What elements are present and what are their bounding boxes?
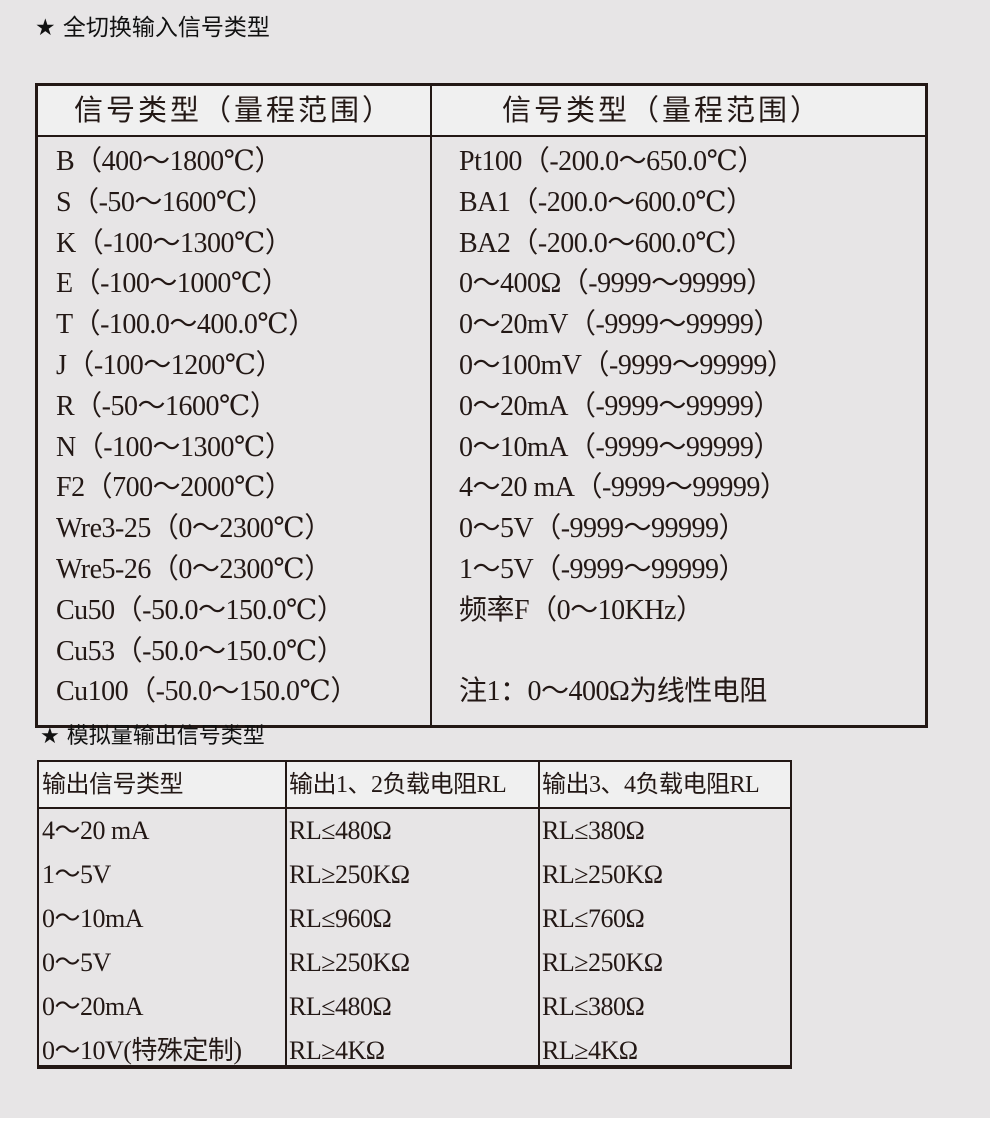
table-header-row bbox=[39, 762, 790, 809]
table-cell: 频率F（0～10KHz） bbox=[459, 594, 704, 626]
table-cell: Cu100（-50.0～150.0℃） bbox=[56, 676, 358, 708]
output-type-column: 4～20 mA 1～5V 0～10mA 0～5V 0～20mA 0～10V(特殊定制) bbox=[42, 809, 242, 1073]
column-divider bbox=[285, 762, 287, 1065]
table-cell: Cu50（-50.0～150.0℃） bbox=[56, 594, 345, 626]
table-cell: 4～20 mA bbox=[42, 816, 150, 845]
input-signal-table: 信号类型（量程范围） 信号类型（量程范围） B（400～1800℃） S（-50～… bbox=[35, 83, 928, 728]
table-cell: 0～20mA（-9999～99999） bbox=[459, 390, 781, 422]
header-col-2: 输出1、2负载电阻RL bbox=[289, 772, 507, 798]
table-cell: BA2（-200.0～600.0℃） bbox=[459, 227, 754, 259]
header-left: 信号类型（量程范围） bbox=[73, 95, 394, 127]
table-cell: 0～20mV（-9999～99999） bbox=[459, 309, 781, 341]
table-cell bbox=[459, 632, 794, 673]
table-cell: 0～10mA bbox=[42, 904, 144, 933]
table-cell: 4～20 mA（-9999～99999） bbox=[459, 472, 788, 504]
table-cell: 0～400Ω（-9999～99999） bbox=[459, 268, 774, 300]
table-cell: 0～5V（-9999～99999） bbox=[459, 513, 747, 545]
table-cell: RL≤960Ω bbox=[289, 904, 392, 933]
column-divider bbox=[538, 762, 540, 1065]
output-rl-12-column: RL≤480Ω RL≥250KΩ RL≤960Ω RL≥250KΩ RL≤480Ω RL≥… bbox=[289, 809, 410, 1073]
table-cell: 0～10V(特殊定制) bbox=[42, 1036, 242, 1065]
table-cell: RL≥250KΩ bbox=[289, 948, 410, 977]
table-cell: RL≤760Ω bbox=[542, 904, 645, 933]
table-cell: RL≤380Ω bbox=[542, 992, 645, 1021]
table-cell: E（-100～1000℃） bbox=[56, 268, 290, 300]
table-cell: F2（700～2000℃） bbox=[56, 472, 293, 504]
table-header-row bbox=[38, 86, 925, 137]
table-cell: RL≥250KΩ bbox=[289, 860, 410, 889]
table-cell: 1～5V bbox=[42, 860, 111, 889]
right-column: Pt100（-200.0～650.0℃） BA1（-200.0～600.0℃） BA… bbox=[459, 142, 795, 713]
left-column: B（400～1800℃） S（-50～1600℃） K（-100～1300℃） E（-… bbox=[56, 142, 358, 713]
table-cell: Pt100（-200.0～650.0℃） bbox=[459, 146, 766, 177]
table-cell: 1～5V（-9999～99999） bbox=[459, 553, 747, 585]
table-cell: 0～10mA（-9999～99999） bbox=[459, 431, 781, 463]
table-cell: Wre5-26（0～2300℃） bbox=[56, 553, 332, 585]
table-cell: J（-100～1200℃） bbox=[56, 349, 284, 381]
table-cell: 注1：0～400Ω为线性电阻 bbox=[459, 676, 767, 708]
output-rl-34-column: RL≤380Ω RL≥250KΩ RL≤760Ω RL≥250KΩ RL≤380Ω RL≥… bbox=[542, 809, 663, 1073]
table-cell: N（-100～1300℃） bbox=[56, 431, 293, 463]
section-title-input: ★ 全切换输入信号类型 bbox=[35, 15, 270, 41]
table-cell: RL≥250KΩ bbox=[542, 860, 663, 889]
table-cell: 0～5V bbox=[42, 948, 111, 977]
table-cell: RL≥4KΩ bbox=[289, 1036, 385, 1065]
table-cell: B（400～1800℃） bbox=[56, 146, 282, 177]
output-signal-table: 输出信号类型 输出1、2负载电阻RL 输出3、4负载电阻RL 4～20 mA 1～… bbox=[37, 760, 792, 1069]
header-col-1: 输出信号类型 bbox=[42, 772, 184, 798]
table-cell: RL≥250KΩ bbox=[542, 948, 663, 977]
table-cell: Cu53（-50.0～150.0℃） bbox=[56, 635, 345, 667]
table-cell: BA1（-200.0～600.0℃） bbox=[459, 186, 754, 218]
table-cell: 0～100mV（-9999～99999） bbox=[459, 349, 795, 381]
table-cell: RL≥4KΩ bbox=[542, 1036, 638, 1065]
header-col-3: 输出3、4负载电阻RL bbox=[542, 772, 760, 798]
table-cell: Wre3-25（0～2300℃） bbox=[56, 513, 332, 545]
table-cell: RL≤380Ω bbox=[542, 816, 645, 845]
table-cell: RL≤480Ω bbox=[289, 816, 392, 845]
table-cell: 0～20mA bbox=[42, 992, 144, 1021]
column-divider bbox=[430, 86, 432, 725]
section-title-output: ★ 模拟量输出信号类型 bbox=[40, 724, 265, 749]
table-cell: R（-50～1600℃） bbox=[56, 390, 278, 422]
table-cell: T（-100.0～400.0℃） bbox=[56, 309, 316, 341]
header-right: 信号类型（量程范围） bbox=[501, 95, 822, 127]
table-cell: K（-100～1300℃） bbox=[56, 227, 293, 259]
table-cell: RL≤480Ω bbox=[289, 992, 392, 1021]
table-cell: S（-50～1600℃） bbox=[56, 186, 275, 218]
